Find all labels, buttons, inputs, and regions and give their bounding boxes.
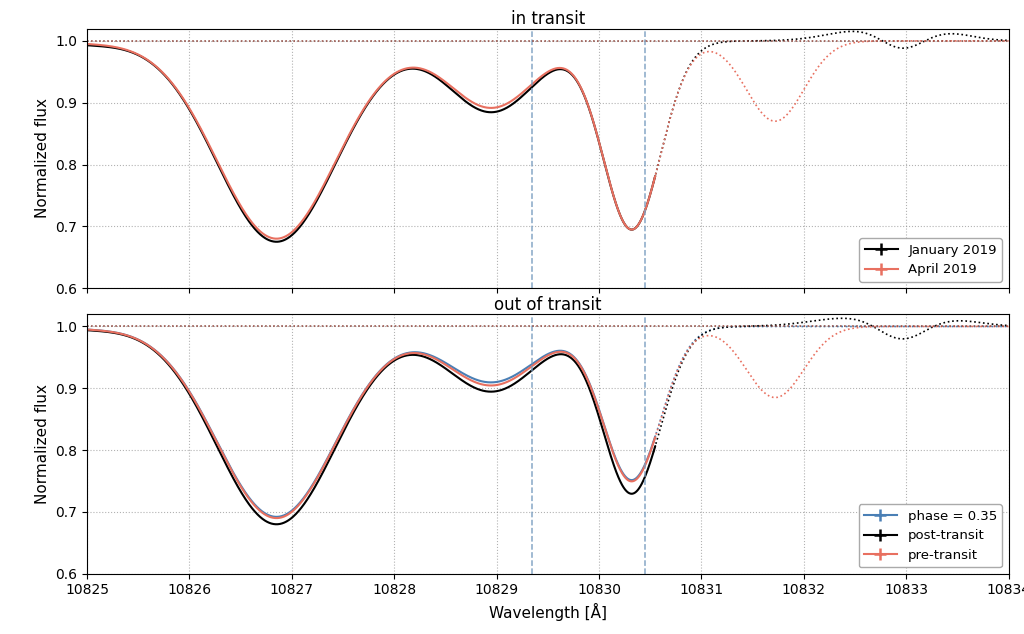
Y-axis label: Normalized flux: Normalized flux [35,384,50,504]
Title: in transit: in transit [511,10,585,29]
Y-axis label: Normalized flux: Normalized flux [35,98,50,218]
Legend: phase = 0.35, post-transit, pre-transit: phase = 0.35, post-transit, pre-transit [859,505,1002,567]
X-axis label: Wavelength [Å]: Wavelength [Å] [488,603,607,621]
Legend: January 2019, April 2019: January 2019, April 2019 [859,238,1002,281]
Title: out of transit: out of transit [495,296,601,314]
